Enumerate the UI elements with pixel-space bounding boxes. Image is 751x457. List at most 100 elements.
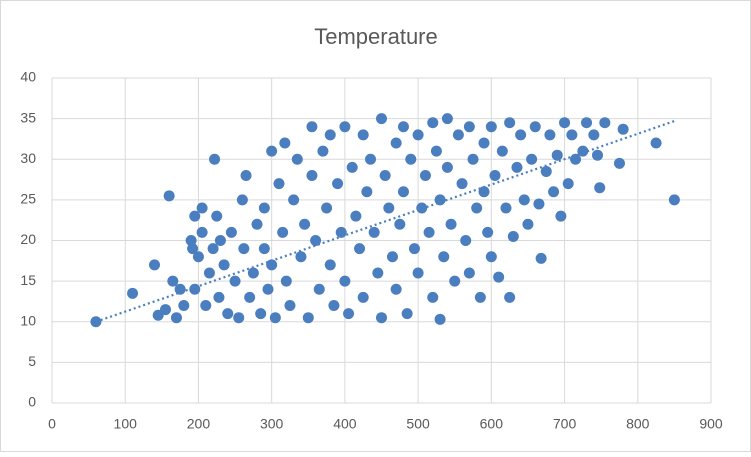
point (467, 153, 479, 165)
point (376, 312, 387, 324)
point (522, 218, 534, 230)
y-tick-label: 30 (20, 150, 36, 166)
point (189, 283, 201, 295)
point (343, 308, 355, 320)
point (408, 243, 420, 255)
point (379, 170, 391, 181)
point (332, 178, 344, 190)
point (324, 129, 336, 141)
point (255, 308, 267, 320)
x-tick-label: 900 (699, 416, 723, 432)
point (185, 235, 197, 246)
point (445, 218, 457, 230)
point (430, 145, 442, 157)
point (613, 157, 625, 169)
point (244, 291, 256, 303)
point (167, 275, 179, 287)
point (478, 137, 490, 149)
point (196, 226, 208, 238)
point (163, 190, 175, 202)
point (335, 226, 347, 238)
point (376, 113, 387, 125)
y-tick-label: 10 (20, 312, 36, 328)
point (405, 153, 417, 165)
point (386, 251, 398, 263)
point (551, 149, 563, 161)
point (200, 300, 212, 311)
point (504, 291, 516, 303)
point (434, 313, 446, 325)
point (346, 161, 358, 173)
point (412, 267, 424, 279)
x-tick-label: 400 (333, 416, 357, 432)
point (288, 194, 300, 206)
point (189, 210, 201, 222)
point (449, 275, 461, 287)
x-tick-label: 600 (480, 416, 504, 432)
point (262, 283, 274, 295)
point (258, 202, 270, 214)
point (383, 202, 395, 214)
point (507, 230, 519, 242)
point (460, 235, 472, 246)
point (533, 198, 545, 210)
point (515, 129, 527, 141)
point (397, 121, 409, 133)
point (548, 186, 560, 198)
point (291, 153, 303, 165)
point (211, 210, 223, 222)
point (504, 117, 516, 129)
x-tick-label: 200 (187, 416, 211, 432)
point (238, 243, 250, 255)
point (258, 243, 270, 255)
chart-title: Temperature (314, 24, 438, 49)
point (222, 308, 234, 320)
point (233, 312, 245, 324)
point (423, 226, 435, 238)
point (577, 145, 589, 157)
point (317, 145, 329, 157)
point (339, 121, 351, 133)
point (269, 312, 281, 324)
point (203, 267, 215, 279)
point (570, 153, 582, 165)
point (266, 145, 278, 157)
point (207, 243, 219, 255)
point (394, 218, 406, 230)
point (306, 121, 318, 133)
point (500, 202, 512, 214)
point (187, 243, 199, 255)
point (302, 312, 314, 324)
point (452, 129, 464, 141)
point (555, 210, 567, 222)
point (284, 300, 296, 311)
point (306, 170, 318, 181)
y-tick-label: 20 (20, 231, 36, 247)
point (588, 129, 600, 141)
point (599, 117, 611, 129)
point (559, 117, 571, 129)
y-tick-label: 15 (20, 272, 36, 288)
point (313, 283, 325, 295)
point (482, 226, 494, 238)
point (390, 137, 402, 149)
point (474, 291, 486, 303)
point (526, 153, 538, 165)
point (218, 259, 230, 271)
point (159, 304, 171, 316)
point (489, 170, 501, 181)
point (485, 251, 497, 263)
point (350, 210, 362, 222)
point (127, 287, 139, 299)
point (463, 121, 475, 133)
point (365, 153, 377, 165)
point (441, 161, 453, 173)
point (178, 300, 190, 311)
point (299, 218, 311, 230)
x-tick-label: 300 (260, 416, 284, 432)
point (328, 300, 340, 311)
point (273, 178, 285, 190)
point (485, 121, 497, 133)
x-tick-label: 100 (114, 416, 138, 432)
trendline (95, 120, 675, 323)
